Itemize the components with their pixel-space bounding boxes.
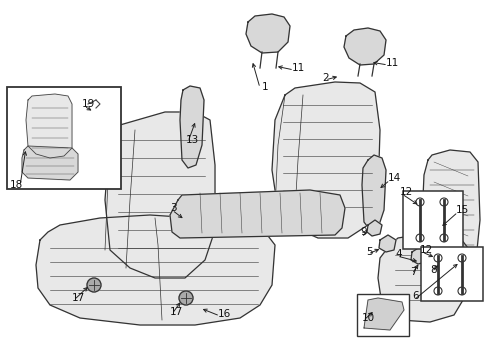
Text: 9: 9 xyxy=(359,227,366,237)
Text: 8: 8 xyxy=(429,265,436,275)
Text: 6: 6 xyxy=(411,291,418,301)
Polygon shape xyxy=(105,112,215,278)
Text: 12: 12 xyxy=(419,245,432,255)
Text: 16: 16 xyxy=(218,309,231,319)
Text: 18: 18 xyxy=(10,180,23,190)
Text: 15: 15 xyxy=(455,205,468,215)
Polygon shape xyxy=(361,155,385,230)
Text: 11: 11 xyxy=(385,58,398,68)
Polygon shape xyxy=(363,298,403,330)
Text: 2: 2 xyxy=(321,73,328,83)
Polygon shape xyxy=(36,215,274,325)
Polygon shape xyxy=(421,150,479,270)
Polygon shape xyxy=(245,14,289,53)
Polygon shape xyxy=(180,86,203,168)
Polygon shape xyxy=(366,220,381,236)
Text: 10: 10 xyxy=(361,313,374,323)
Polygon shape xyxy=(22,146,78,180)
Circle shape xyxy=(87,278,101,292)
Text: 19: 19 xyxy=(82,99,95,109)
Text: 13: 13 xyxy=(185,135,199,145)
Text: 4: 4 xyxy=(394,249,401,259)
Polygon shape xyxy=(343,28,385,65)
FancyBboxPatch shape xyxy=(7,87,121,189)
Text: 7: 7 xyxy=(409,267,416,277)
Text: 14: 14 xyxy=(387,173,401,183)
Text: 11: 11 xyxy=(291,63,305,73)
Text: 17: 17 xyxy=(72,293,85,303)
FancyBboxPatch shape xyxy=(402,191,462,249)
Polygon shape xyxy=(26,94,72,158)
Text: 12: 12 xyxy=(399,187,412,197)
Text: 17: 17 xyxy=(170,307,183,317)
Text: 1: 1 xyxy=(262,82,268,92)
Circle shape xyxy=(179,291,193,305)
FancyBboxPatch shape xyxy=(420,247,482,301)
Polygon shape xyxy=(377,232,467,322)
Polygon shape xyxy=(170,190,345,238)
Polygon shape xyxy=(378,235,395,252)
Polygon shape xyxy=(410,247,427,264)
FancyBboxPatch shape xyxy=(356,294,408,336)
Polygon shape xyxy=(271,82,379,238)
Polygon shape xyxy=(432,251,449,267)
Text: 3: 3 xyxy=(170,203,176,213)
Text: 5: 5 xyxy=(365,247,372,257)
